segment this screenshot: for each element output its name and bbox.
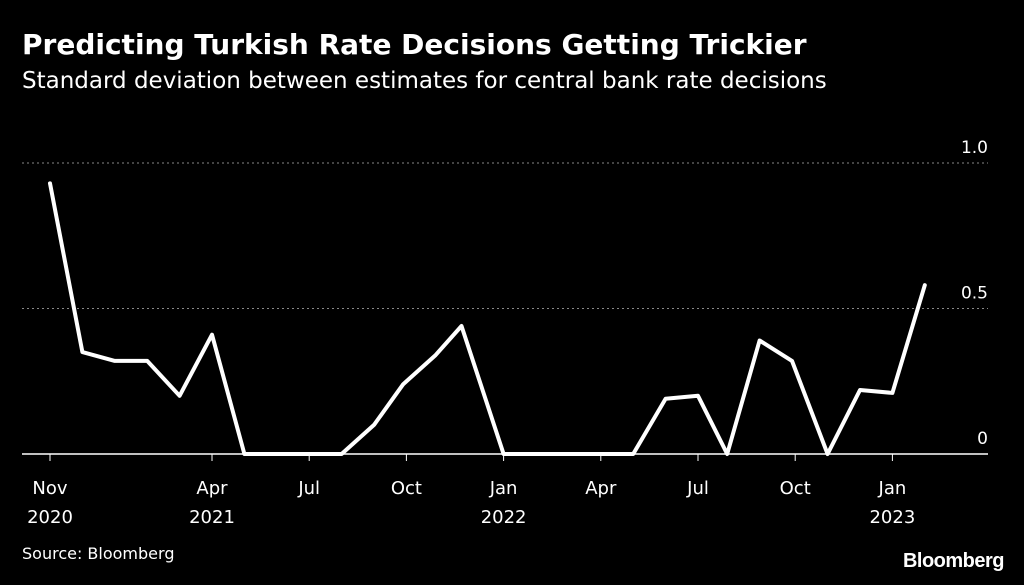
x-tick-year-label: 2022 bbox=[481, 507, 527, 528]
y-tick-label: 1.0 bbox=[961, 138, 988, 158]
x-tick-label: Jul bbox=[686, 478, 709, 499]
x-tick-year-label: 2023 bbox=[869, 507, 915, 528]
x-tick-label: Nov bbox=[32, 478, 67, 499]
bloomberg-logo: Bloomberg bbox=[902, 550, 1005, 572]
y-tick-label: 0 bbox=[977, 429, 988, 449]
chart-subtitle: Standard deviation between estimates for… bbox=[22, 68, 827, 94]
series-line bbox=[48, 181, 927, 456]
chart-title: Predicting Turkish Rate Decisions Gettin… bbox=[22, 28, 807, 61]
x-tick-label: Apr bbox=[196, 478, 228, 499]
x-tick-label: Oct bbox=[391, 478, 422, 499]
x-tick-label: Jul bbox=[297, 478, 320, 499]
x-tick-label: Apr bbox=[585, 478, 617, 499]
x-tick-label: Oct bbox=[780, 478, 811, 499]
x-tick-year-label: 2020 bbox=[27, 507, 73, 528]
x-tick-label: Jan bbox=[489, 478, 518, 499]
source-note: Source: Bloomberg bbox=[22, 544, 175, 563]
x-tick-label: Jan bbox=[878, 478, 907, 499]
y-tick-label: 0.5 bbox=[961, 284, 988, 304]
x-tick-year-label: 2021 bbox=[189, 507, 235, 528]
